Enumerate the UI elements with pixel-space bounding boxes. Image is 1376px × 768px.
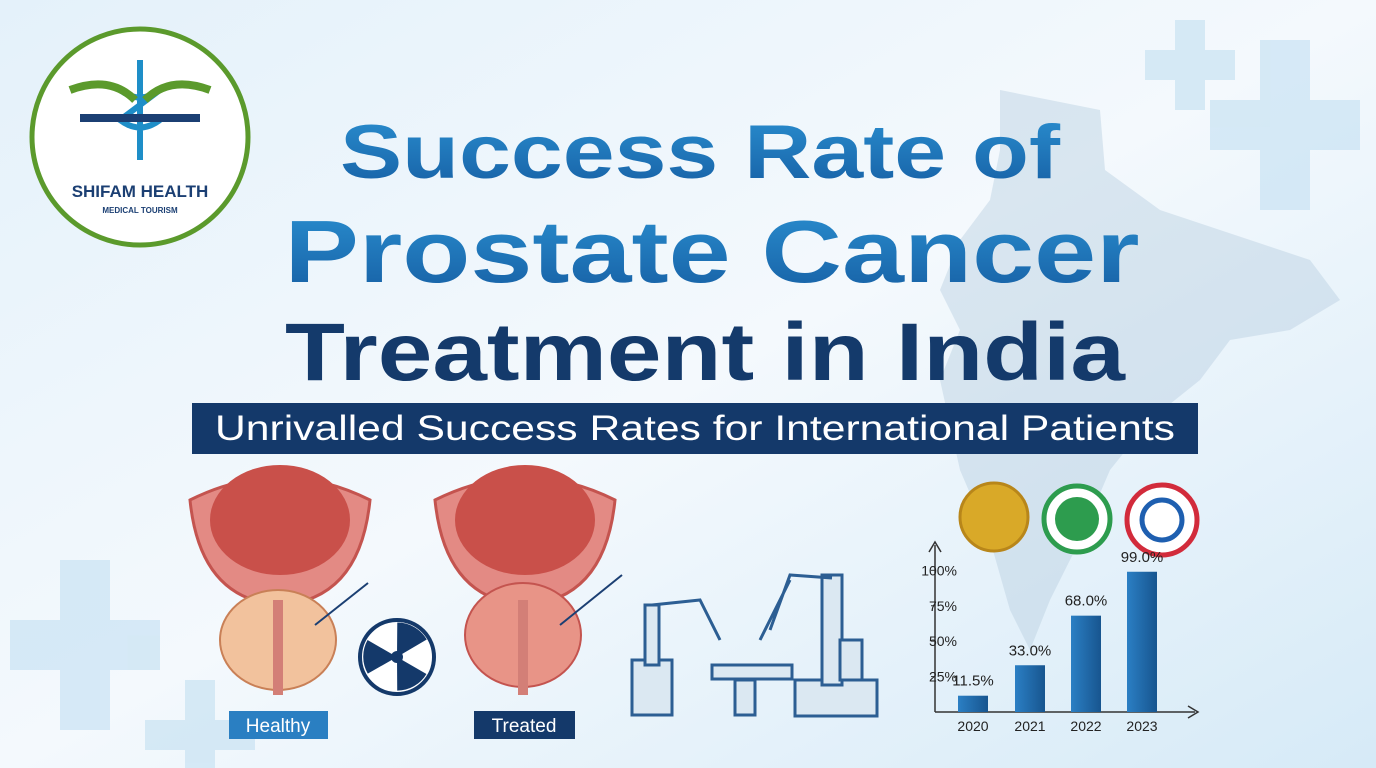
y-axis xyxy=(928,540,942,712)
value-label: 99.0% xyxy=(1121,549,1164,566)
value-label: 33.0% xyxy=(1009,642,1052,659)
y-tick-label: 50% xyxy=(929,633,957,649)
label: Treated xyxy=(492,716,557,737)
label-box xyxy=(474,711,575,739)
surgical-robot xyxy=(630,573,879,718)
decor-crosses xyxy=(10,20,1360,768)
india-map xyxy=(940,90,1340,650)
label: Healthy xyxy=(246,716,311,737)
subtitle-box xyxy=(192,403,1198,454)
y-tick-label: 75% xyxy=(929,598,957,614)
prostate-healthy xyxy=(188,465,372,695)
radiation-icon xyxy=(358,618,436,696)
title-line: Prostate Cancer xyxy=(285,202,1140,301)
value-label: 68.0% xyxy=(1065,593,1108,610)
certification-badges xyxy=(958,481,1200,558)
y-tick-label: 100% xyxy=(921,562,957,578)
prostate-treated xyxy=(433,465,623,695)
x-tick-label: 2020 xyxy=(957,718,988,734)
bar xyxy=(958,695,988,712)
bar-chart: 25% 50% 75% 100% 11.5% 2020 33.0% 2021 68.0% 2022… xyxy=(921,540,1200,734)
title-line: Treatment in India xyxy=(285,307,1127,398)
x-tick-label: 2022 xyxy=(1070,718,1101,734)
value-label: 11.5% xyxy=(952,673,993,690)
bar xyxy=(1071,615,1101,712)
label-box xyxy=(229,711,328,739)
x-tick-label: 2023 xyxy=(1126,718,1157,734)
x-tick-label: 2021 xyxy=(1014,718,1045,734)
logo-tagline: MEDICAL TOURISM xyxy=(102,206,178,215)
logo-name: SHIFAM HEALTH xyxy=(72,182,209,201)
bar xyxy=(1127,571,1157,712)
y-tick-label: 25% xyxy=(929,669,957,685)
logo: SHIFAM HEALTH MEDICAL TOURISM xyxy=(29,26,251,248)
title-line: Success Rate of xyxy=(340,110,1061,195)
bar xyxy=(1015,665,1045,712)
subtitle: Unrivalled Success Rates for Internation… xyxy=(215,409,1175,448)
